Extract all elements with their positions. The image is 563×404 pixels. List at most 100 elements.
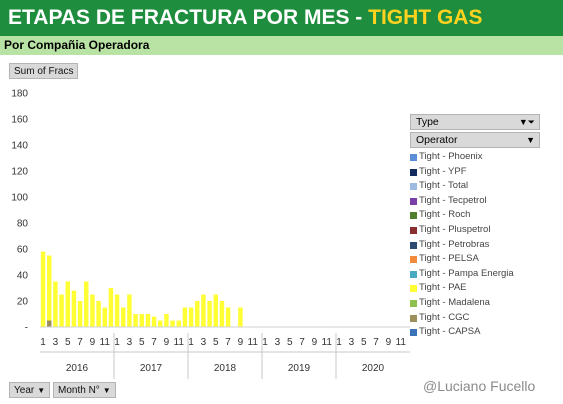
year-field-label: Year	[14, 385, 35, 396]
y-tick-label: 160	[11, 115, 28, 126]
legend-swatch	[410, 226, 417, 234]
legend-swatch	[410, 197, 417, 205]
y-tick-label: 100	[11, 193, 28, 204]
legend-label: Tight - Roch	[419, 209, 471, 221]
bar-segment	[219, 301, 225, 327]
year-label: 2016	[66, 363, 89, 374]
x-tick-label: 1	[336, 337, 342, 348]
legend-item: Tight - Roch	[410, 208, 540, 223]
x-tick-label: 7	[225, 337, 231, 348]
bar-segment	[176, 320, 181, 327]
bar-segment	[207, 301, 212, 327]
legend-list: Tight - Phoenix Tight - YPF Tight - Total T…	[410, 150, 540, 340]
legend-item: Tight - Madalena	[410, 296, 540, 311]
bar-segment	[139, 314, 144, 327]
bar-segment	[195, 301, 200, 327]
year-label: 2017	[140, 363, 163, 374]
x-tick-label: 11	[248, 337, 259, 348]
legend-label: Tight - Phoenix	[419, 151, 483, 162]
year-label: 2020	[362, 363, 385, 374]
x-tick-label: 7	[373, 337, 379, 348]
legend-field-label: Operator	[416, 134, 458, 146]
x-tick-label: 5	[287, 337, 293, 348]
x-tick-label: 3	[349, 337, 355, 348]
legend-label: Tight - Total	[419, 180, 469, 192]
month-field-label: Month N°	[58, 385, 100, 396]
y-tick-label: 40	[17, 271, 29, 282]
legend-label: Tight - Pampa Energia	[419, 267, 514, 279]
year-label: 2019	[288, 363, 311, 374]
bar-segment	[53, 281, 58, 327]
legend-item: Tight - Tecpetrol	[410, 194, 540, 209]
bar-segment	[182, 307, 188, 327]
y-tick-label: 60	[17, 245, 29, 256]
bars-area	[40, 251, 243, 327]
chevron-down-icon: ▼	[102, 386, 111, 395]
legend-swatch	[410, 299, 417, 307]
legend-label: Tight - Petrobras	[419, 238, 490, 250]
series-field-label: Type	[416, 116, 439, 128]
values-field-button[interactable]: Sum of Fracs	[9, 63, 79, 79]
legend-label: Tight - Tecpetrol	[419, 194, 487, 206]
bar-segment	[102, 307, 107, 327]
legend-field-button[interactable]: Operator ▼	[410, 132, 540, 148]
month-field-button[interactable]: Month N° ▼	[53, 382, 116, 398]
legend-swatch	[410, 212, 417, 220]
chart-title-accent: TIGHT GAS	[368, 6, 483, 29]
series-field-button[interactable]: Type ▼⏷	[410, 114, 540, 130]
bar-segment	[71, 290, 77, 327]
x-tick-label: 3	[275, 337, 281, 348]
bar-segment	[133, 314, 138, 327]
bar-segment	[47, 320, 52, 327]
legend-swatch	[410, 256, 417, 264]
x-tick-label: 7	[151, 337, 157, 348]
legend-item: Tight - Pampa Energia	[410, 267, 540, 282]
y-axis: - 20 40 60 80 100 120 140 160 180	[11, 89, 28, 334]
bar-segment	[59, 294, 64, 327]
year-label: 2018	[214, 363, 237, 374]
legend-label: Tight - YPF	[419, 165, 467, 177]
y-tick-label: 120	[11, 167, 28, 178]
bar-segment	[114, 294, 120, 327]
x-tick-label: 3	[127, 337, 133, 348]
filter-icon[interactable]: ▼⏷	[518, 117, 535, 127]
bar-segment	[188, 307, 194, 327]
x-tick-label: 7	[299, 337, 305, 348]
x-tick-label: 1	[114, 337, 120, 348]
bar-segment	[96, 301, 101, 327]
bar-segment	[201, 294, 206, 327]
bar-segment	[47, 255, 52, 321]
bar-segment	[84, 281, 89, 327]
x-tick-label: 1	[40, 337, 46, 348]
chevron-down-icon[interactable]: ▼	[526, 135, 535, 145]
x-tick-label: 9	[312, 337, 318, 348]
y-tick-label: 80	[17, 219, 29, 230]
legend-item: Tight - YPF	[410, 165, 540, 180]
legend-swatch	[410, 183, 417, 191]
x-tick-label: 1	[188, 337, 194, 348]
bar-segment	[108, 288, 114, 327]
legend-item: Tight - Pluspetrol	[410, 223, 540, 238]
legend-item: Tight - Petrobras	[410, 238, 540, 253]
bar-segment	[225, 307, 231, 327]
legend-swatch	[410, 168, 417, 176]
x-tick-label: 9	[164, 337, 170, 348]
bar-segment	[238, 307, 243, 327]
legend-item: Tight - Total	[410, 179, 540, 194]
y-tick-label: 20	[17, 297, 29, 308]
x-tick-label: 7	[77, 337, 83, 348]
legend-swatch	[410, 241, 417, 249]
legend-item: Tight - CGC	[410, 311, 540, 326]
legend-label: Tight - PELSA	[419, 253, 479, 265]
legend-item: Tight - PAE	[410, 281, 540, 296]
y-tick-label: 180	[11, 89, 28, 100]
bar-segment	[121, 307, 126, 327]
x-tick-label: 1	[262, 337, 268, 348]
year-field-button[interactable]: Year ▼	[9, 382, 51, 398]
legend-swatch	[410, 329, 417, 337]
bar-segment	[158, 320, 163, 327]
bar-segment	[65, 281, 70, 327]
x-tick-label: 5	[361, 337, 367, 348]
